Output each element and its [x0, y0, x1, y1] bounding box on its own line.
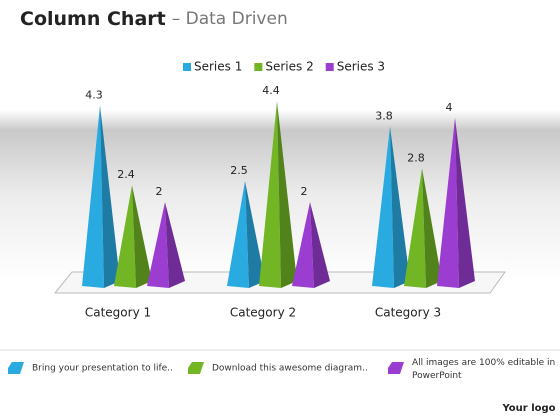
logo: Your logo	[501, 403, 555, 414]
pyramid	[114, 185, 152, 288]
value-label: 4.4	[262, 84, 280, 97]
title-main: Column Chart	[20, 8, 166, 30]
pyramid-left-face	[82, 105, 104, 289]
value-label: 2	[301, 185, 308, 198]
note-icon	[188, 362, 204, 374]
legend-swatch	[254, 63, 263, 71]
pyramid-right-face	[100, 105, 120, 289]
pyramid	[437, 118, 475, 288]
value-label: 4	[446, 101, 453, 114]
pyramid	[82, 105, 120, 289]
legend-swatch	[183, 63, 191, 71]
note-text: All images are 100% editable in PowerPoin…	[412, 358, 555, 381]
note-line: PowerPoint	[412, 371, 462, 381]
pyramid	[147, 202, 185, 288]
chart-title: Column Chart – Data Driven	[20, 8, 288, 30]
pyramid-right-face	[165, 202, 185, 288]
pyramid	[227, 181, 265, 288]
pyramid-left-face	[372, 126, 394, 289]
x-tick-label: Category 3	[375, 306, 441, 320]
pyramid	[259, 101, 297, 288]
pyramid	[404, 168, 442, 288]
value-label: 2.5	[230, 164, 248, 177]
pyramid-left-face	[227, 181, 249, 288]
legend-label: Series 1	[194, 60, 242, 74]
note-text: Bring your presentation to life..	[32, 364, 173, 374]
pyramid-left-face	[259, 101, 281, 288]
title-sub: – Data Driven	[172, 9, 288, 29]
value-label: 2.4	[117, 168, 135, 181]
value-label: 2.8	[407, 151, 425, 164]
legend-swatch	[325, 63, 334, 71]
pyramid-right-face	[245, 181, 265, 288]
note-line: All images are 100% editable in	[412, 358, 555, 368]
pyramid-right-face	[422, 168, 442, 288]
pyramid-left-face	[404, 168, 426, 288]
value-label: 2	[156, 185, 163, 198]
pyramid-right-face	[277, 101, 297, 288]
legend-label: Series 2	[265, 60, 313, 74]
x-tick-label: Category 2	[230, 306, 296, 320]
note-text: Download this awesome diagram..	[212, 364, 368, 374]
value-label: 3.8	[375, 109, 393, 122]
x-tick-label: Category 1	[85, 306, 151, 320]
pyramid-right-face	[455, 118, 475, 288]
pyramid-left-face	[147, 202, 169, 288]
note-icon	[8, 362, 24, 374]
pyramid-left-face	[437, 118, 459, 288]
pyramid-right-face	[132, 185, 152, 288]
pyramid	[372, 126, 410, 289]
pyramid-right-face	[310, 202, 330, 288]
pyramid-left-face	[292, 202, 314, 288]
pyramid-right-face	[390, 126, 410, 289]
pyramid-left-face	[114, 185, 136, 288]
pyramid	[292, 202, 330, 288]
legend-label: Series 3	[337, 60, 385, 74]
note-icon	[388, 362, 404, 374]
value-label: 4.3	[85, 88, 103, 101]
